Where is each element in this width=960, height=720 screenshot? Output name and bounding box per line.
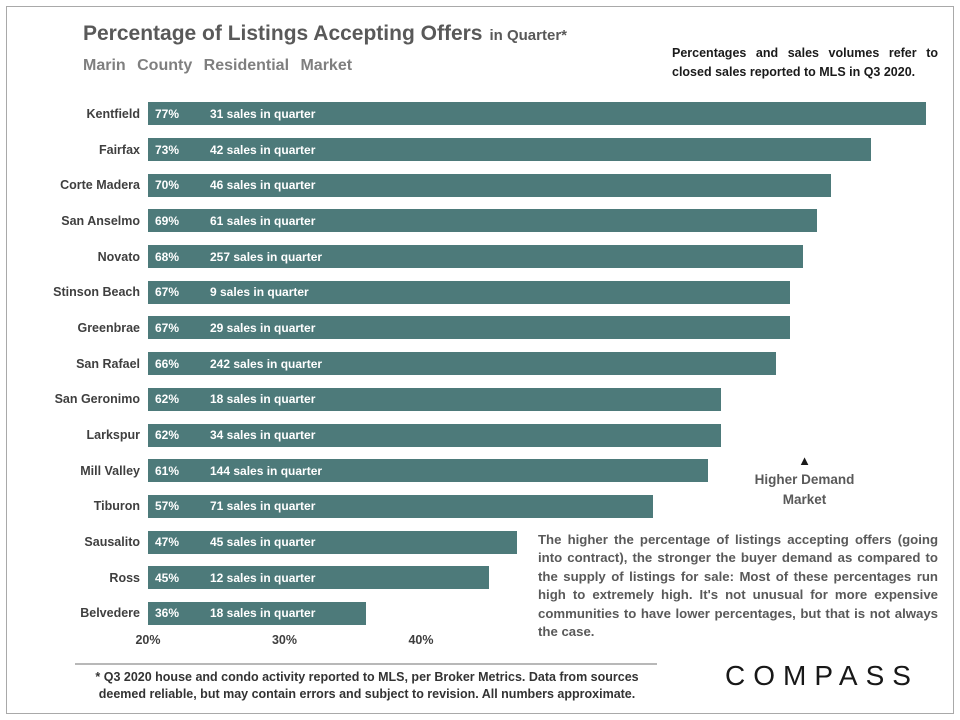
bar-row: Corte Madera 70% 46 sales in quarter	[0, 167, 960, 203]
category-label: San Geronimo	[54, 392, 140, 407]
bar-row: San Anselmo 69% 61 sales in quarter	[0, 203, 960, 239]
category-label: Larkspur	[86, 428, 141, 443]
bar-sales-label: 42 sales in quarter	[210, 142, 316, 157]
category-label: Sausalito	[84, 535, 140, 550]
bar-row: Ross 45% 12 sales in quarter	[0, 560, 960, 596]
bar-sales-label: 71 sales in quarter	[210, 499, 316, 514]
page-title-suffix: in Quarter*	[489, 27, 568, 44]
bar-sales-label: 34 sales in quarter	[210, 428, 316, 443]
bar-percent-label: 47%	[155, 535, 180, 550]
bar-rows: Kentfield 77% 31 sales in quarter Fairfax 73…	[0, 96, 960, 631]
bar-row: Stinson Beach 67% 9 sales in quarter	[0, 274, 960, 310]
x-axis-tick: 40%	[408, 633, 434, 647]
footnote-line2: deemed reliable, but may contain errors …	[98, 686, 636, 701]
higher-demand-annotation: ▲ Higher Demand Market	[737, 452, 872, 511]
bar-row: Greenbrae 67% 29 sales in quarter	[0, 310, 960, 346]
bar: 67% 9 sales in quarter	[148, 280, 790, 304]
bar-row: Sausalito 47% 45 sales in quarter	[0, 524, 960, 560]
bar-sales-label: 18 sales in quarter	[210, 392, 316, 407]
annotation-line1: Higher Demand	[754, 472, 855, 488]
bar: 68% 257 sales in quarter	[148, 245, 804, 269]
bar-sales-label: 257 sales in quarter	[210, 249, 323, 264]
bar-row: Larkspur 62% 34 sales in quarter	[0, 417, 960, 453]
bar-percent-label: 77%	[155, 106, 180, 121]
category-label: Belvedere	[80, 606, 140, 621]
bar: 62% 34 sales in quarter	[148, 423, 722, 447]
category-label: Greenbrae	[77, 320, 140, 335]
bar-row: Belvedere 36% 18 sales in quarter	[0, 596, 960, 632]
bar-sales-label: 18 sales in quarter	[210, 606, 316, 621]
bar: 67% 29 sales in quarter	[148, 316, 790, 340]
category-label: Corte Madera	[60, 178, 140, 193]
category-label: Ross	[109, 570, 140, 585]
footnote-line1: * Q3 2020 house and condo activity repor…	[95, 670, 639, 684]
bar: 36% 18 sales in quarter	[148, 601, 367, 625]
bar-sales-label: 9 sales in quarter	[210, 285, 309, 300]
bar-row: San Rafael 66% 242 sales in quarter	[0, 346, 960, 382]
category-label: Stinson Beach	[53, 285, 140, 300]
bar-percent-label: 73%	[155, 142, 180, 157]
bar-chart: Kentfield 77% 31 sales in quarter Fairfax 73…	[0, 96, 960, 631]
category-label: San Rafael	[76, 356, 140, 371]
x-axis: 20% 30% 40%	[0, 633, 960, 653]
source-note: Percentages and sales volumes refer to c…	[672, 46, 938, 79]
bar: 66% 242 sales in quarter	[148, 352, 776, 376]
bar-percent-label: 66%	[155, 356, 180, 371]
category-label: Novato	[97, 249, 140, 264]
category-label: Fairfax	[99, 142, 140, 157]
bar: 70% 46 sales in quarter	[148, 173, 831, 197]
footer-divider	[75, 663, 657, 665]
bar: 57% 71 sales in quarter	[148, 494, 654, 518]
bar-percent-label: 61%	[155, 463, 180, 478]
bar-row: Tiburon 57% 71 sales in quarter	[0, 489, 960, 525]
bar-sales-label: 46 sales in quarter	[210, 178, 316, 193]
bar-row: Mill Valley 61% 144 sales in quarter	[0, 453, 960, 489]
bar-sales-label: 45 sales in quarter	[210, 535, 316, 550]
annotation-line2: Market	[782, 492, 827, 508]
compass-logo: COMPASS	[725, 660, 919, 691]
x-axis-tick: 30%	[271, 633, 298, 647]
page-subtitle: Marin County Residential Market	[83, 57, 353, 74]
category-label: Tiburon	[93, 499, 140, 514]
bar-percent-label: 67%	[155, 320, 180, 335]
footnote: * Q3 2020 house and condo activity repor…	[78, 669, 656, 703]
category-label: San Anselmo	[61, 213, 140, 228]
category-label: Mill Valley	[80, 463, 140, 478]
page-title-main: Percentage of Listings Accepting Offers	[83, 22, 483, 45]
up-triangle-icon: ▲	[798, 453, 811, 468]
bar: 77% 31 sales in quarter	[148, 102, 927, 126]
category-label: Kentfield	[86, 106, 140, 121]
bar-row: Fairfax 73% 42 sales in quarter	[0, 132, 960, 168]
bar: 62% 18 sales in quarter	[148, 387, 722, 411]
bar-row: San Geronimo 62% 18 sales in quarter	[0, 382, 960, 418]
bar-percent-label: 62%	[155, 392, 180, 407]
page-title: Percentage of Listings Accepting Offers i…	[83, 22, 567, 46]
x-axis-tick: 20%	[135, 633, 161, 647]
bar-row: Novato 68% 257 sales in quarter	[0, 239, 960, 275]
bar: 45% 12 sales in quarter	[148, 566, 490, 590]
bar: 69% 61 sales in quarter	[148, 209, 817, 233]
bar: 73% 42 sales in quarter	[148, 138, 872, 162]
bar-percent-label: 67%	[155, 285, 180, 300]
bar-sales-label: 144 sales in quarter	[210, 463, 323, 478]
bar-sales-label: 31 sales in quarter	[210, 106, 316, 121]
bar: 47% 45 sales in quarter	[148, 530, 517, 554]
bar-row: Kentfield 77% 31 sales in quarter	[0, 96, 960, 132]
bar-percent-label: 57%	[155, 499, 180, 514]
bar-sales-label: 61 sales in quarter	[210, 213, 316, 228]
bar-percent-label: 45%	[155, 570, 180, 585]
bar-sales-label: 242 sales in quarter	[210, 356, 323, 371]
bar-percent-label: 70%	[155, 178, 180, 193]
bar-sales-label: 29 sales in quarter	[210, 320, 316, 335]
bar: 61% 144 sales in quarter	[148, 459, 708, 483]
bar-percent-label: 68%	[155, 249, 180, 264]
bar-percent-label: 36%	[155, 606, 180, 621]
bar-percent-label: 69%	[155, 213, 180, 228]
commentary-paragraph: The higher the percentage of listings ac…	[538, 532, 938, 640]
bar-percent-label: 62%	[155, 428, 180, 443]
bar-sales-label: 12 sales in quarter	[210, 570, 316, 585]
